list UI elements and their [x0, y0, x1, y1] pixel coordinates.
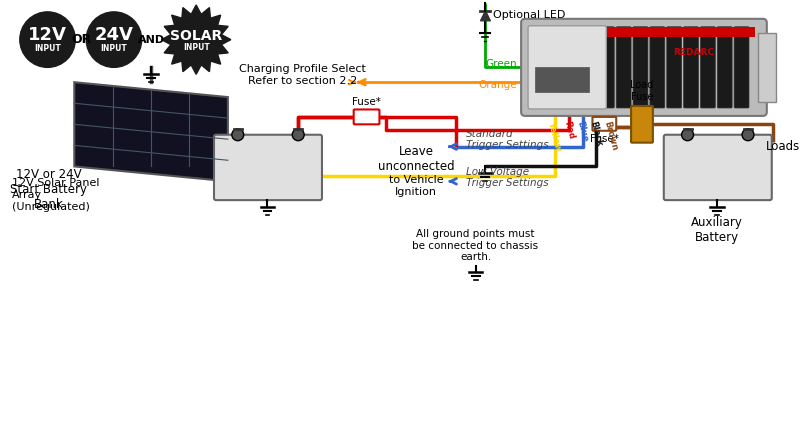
Text: Yellow: Yellow	[546, 120, 563, 152]
Text: Low Voltage
Trigger Settings: Low Voltage Trigger Settings	[466, 167, 548, 188]
Text: Fuse*: Fuse*	[590, 134, 618, 144]
Text: Green: Green	[486, 59, 517, 69]
Text: Standard
Trigger Settings: Standard Trigger Settings	[466, 129, 548, 150]
FancyBboxPatch shape	[650, 27, 665, 108]
Text: to Vehicle
Ignition: to Vehicle Ignition	[389, 176, 443, 197]
FancyBboxPatch shape	[734, 27, 749, 108]
FancyBboxPatch shape	[616, 27, 631, 108]
Text: INPUT: INPUT	[34, 44, 61, 53]
Text: All ground points must
be connected to chassis
earth.: All ground points must be connected to c…	[413, 229, 538, 262]
FancyBboxPatch shape	[521, 19, 767, 116]
Text: Orange: Orange	[478, 80, 517, 90]
FancyBboxPatch shape	[631, 106, 653, 143]
Text: AND: AND	[138, 35, 165, 45]
Text: Load
Fuse: Load Fuse	[630, 81, 654, 102]
Text: Auxiliary
Battery: Auxiliary Battery	[691, 216, 743, 244]
FancyBboxPatch shape	[532, 27, 547, 108]
Text: REDARC: REDARC	[673, 48, 714, 57]
Text: Loads: Loads	[766, 140, 800, 153]
Circle shape	[20, 12, 75, 67]
Polygon shape	[481, 11, 490, 21]
Text: SOLAR: SOLAR	[170, 29, 222, 43]
FancyBboxPatch shape	[664, 135, 772, 200]
FancyBboxPatch shape	[528, 26, 606, 109]
FancyBboxPatch shape	[549, 27, 564, 108]
Circle shape	[742, 129, 754, 141]
Text: Optional LED: Optional LED	[494, 10, 566, 20]
FancyBboxPatch shape	[718, 27, 732, 108]
Text: OR: OR	[71, 33, 91, 46]
FancyBboxPatch shape	[666, 27, 682, 108]
Polygon shape	[74, 82, 228, 181]
FancyBboxPatch shape	[214, 135, 322, 200]
FancyBboxPatch shape	[599, 27, 614, 108]
Circle shape	[86, 12, 142, 67]
Text: Black: Black	[589, 120, 604, 147]
Text: 24V: 24V	[94, 26, 134, 44]
Text: Fuse*: Fuse*	[352, 97, 381, 107]
Text: Red: Red	[562, 120, 575, 140]
Text: 12V Solar Panel
Array
(Unregulated): 12V Solar Panel Array (Unregulated)	[12, 178, 99, 212]
FancyBboxPatch shape	[582, 27, 598, 108]
Circle shape	[292, 129, 304, 141]
Text: INPUT: INPUT	[101, 44, 127, 53]
FancyBboxPatch shape	[701, 27, 715, 108]
Text: 12V: 12V	[28, 26, 67, 44]
Text: 12V or 24V
Start Battery
Bank: 12V or 24V Start Battery Bank	[10, 168, 87, 211]
Circle shape	[682, 129, 694, 141]
Text: Blue: Blue	[575, 120, 590, 143]
Text: Charging Profile Select
Refer to section 2.2: Charging Profile Select Refer to section…	[238, 64, 366, 86]
FancyBboxPatch shape	[683, 27, 698, 108]
FancyBboxPatch shape	[593, 117, 616, 131]
FancyBboxPatch shape	[566, 27, 581, 108]
FancyBboxPatch shape	[633, 27, 648, 108]
Text: Brown: Brown	[602, 120, 618, 151]
Text: INPUT: INPUT	[182, 43, 210, 52]
Bar	[533, 27, 755, 37]
Circle shape	[232, 129, 244, 141]
Bar	[535, 67, 590, 92]
Polygon shape	[162, 5, 231, 74]
Bar	[758, 33, 776, 102]
FancyBboxPatch shape	[354, 109, 379, 124]
Text: Leave
unconnected: Leave unconnected	[378, 144, 454, 173]
